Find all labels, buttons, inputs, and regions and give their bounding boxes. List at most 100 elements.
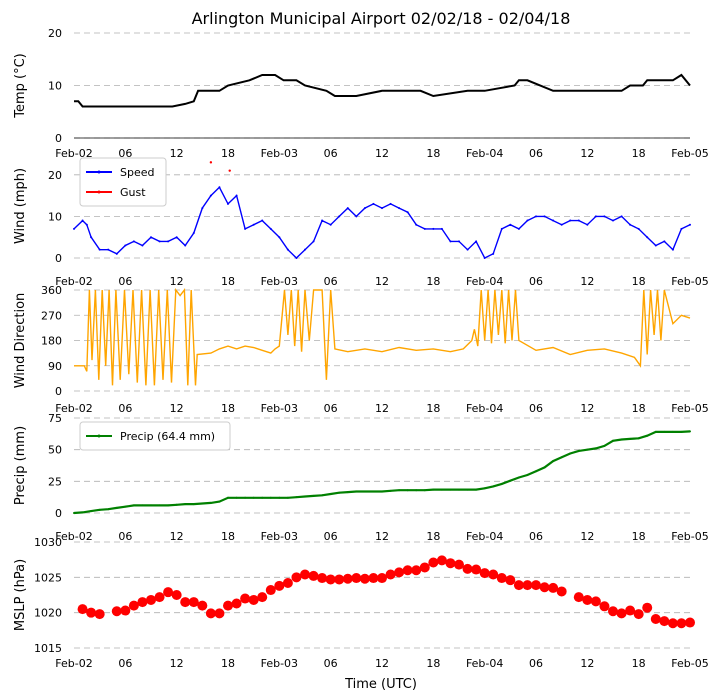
wind-point	[192, 232, 195, 235]
mslp-xtick-label: Feb-02	[55, 657, 92, 670]
wind-point	[175, 236, 178, 239]
precip-point	[175, 503, 178, 506]
wind-point	[603, 215, 606, 218]
precip-point	[329, 493, 332, 495]
precip-point	[492, 485, 495, 488]
precip-xtick-label: 06	[324, 530, 338, 543]
wind-xtick-label: 12	[580, 275, 594, 288]
precip-point	[629, 437, 632, 440]
direction-xtick-label: 12	[375, 402, 389, 415]
mslp-ytick-label: 1020	[34, 607, 62, 620]
wind-point	[509, 223, 512, 226]
mslp-point	[573, 592, 584, 603]
mslp-point	[231, 598, 242, 609]
mslp-point	[377, 573, 387, 584]
precip-point	[269, 496, 272, 499]
mslp-point	[325, 574, 336, 585]
wind-legend-marker	[97, 190, 101, 194]
direction-xtick-label: 18	[632, 402, 646, 415]
precip-point	[509, 479, 512, 482]
precip-point	[440, 488, 443, 491]
wind-point	[586, 223, 589, 226]
wind-point	[569, 219, 572, 222]
mslp-y-axis-label: MSLP (hPa)	[13, 559, 28, 631]
precip-point	[107, 508, 110, 511]
precip-ytick-label: 0	[55, 507, 62, 520]
mslp-point	[214, 608, 225, 619]
direction-xtick-label: Feb-04	[466, 402, 503, 415]
wind-xtick-label: 06	[324, 275, 338, 288]
precip-point	[372, 490, 375, 493]
precip-xtick-label: Feb-02	[55, 530, 92, 543]
mslp-point	[240, 593, 251, 604]
wind-point	[329, 223, 332, 226]
precip-point	[132, 504, 135, 507]
precip-point	[115, 506, 118, 509]
direction-ytick-label: 270	[41, 309, 62, 322]
wind-point	[423, 227, 426, 230]
wind-point	[458, 240, 460, 243]
mslp-point	[394, 567, 405, 578]
direction-xtick-label: 12	[580, 402, 594, 415]
mslp-point	[342, 573, 353, 584]
mslp-point	[248, 594, 259, 605]
precip-point	[423, 489, 426, 492]
mslp-point	[488, 569, 499, 580]
precip-point	[81, 511, 84, 514]
mslp-point	[642, 602, 653, 613]
wind-xtick-label: Feb-03	[261, 275, 298, 288]
wind-point	[415, 223, 418, 226]
precip-point	[355, 490, 358, 493]
direction-xtick-label: Feb-02	[55, 402, 92, 415]
wind-point	[269, 227, 272, 230]
mslp-point	[223, 600, 233, 611]
precip-xtick-label: 18	[221, 530, 235, 543]
mslp-point	[496, 573, 507, 584]
direction-ytick-label: 90	[48, 360, 62, 373]
mslp-point	[650, 614, 661, 625]
temp-xtick-label: 06	[118, 147, 132, 160]
precip-point	[637, 437, 640, 440]
wind-point	[295, 257, 298, 259]
mslp-point	[659, 616, 670, 627]
precip-point	[569, 452, 572, 455]
precip-point	[552, 460, 555, 463]
mslp-point	[146, 594, 156, 605]
mslp-point	[368, 573, 379, 584]
wind-point	[124, 244, 127, 247]
temp-xtick-label: Feb-04	[466, 147, 503, 160]
wind-point	[680, 227, 683, 230]
mslp-xtick-label: 06	[324, 657, 338, 670]
direction-xtick-label: Feb-03	[261, 402, 298, 415]
wind-point	[475, 240, 478, 243]
wind-xtick-label: 12	[375, 275, 389, 288]
wind-point	[338, 215, 341, 218]
wind-point	[449, 240, 452, 243]
temp-ytick-label: 20	[48, 27, 62, 40]
mslp-point	[590, 596, 601, 607]
temp-xtick-label: 06	[529, 147, 543, 160]
precip-point	[158, 504, 161, 507]
mslp-xtick-label: 18	[426, 657, 440, 670]
precip-point	[475, 488, 478, 491]
precip-point	[235, 496, 238, 499]
mslp-point	[471, 564, 482, 575]
wind-point	[132, 240, 135, 243]
wind-point	[355, 215, 358, 218]
precip-point	[98, 508, 101, 511]
precip-legend-marker	[97, 434, 101, 438]
wind-point	[363, 207, 366, 210]
x-axis-label: Time (UTC)	[344, 677, 417, 692]
wind-point	[278, 236, 281, 239]
mslp-point	[454, 559, 464, 570]
precip-point	[406, 489, 409, 492]
wind-xtick-label: 06	[529, 275, 543, 288]
mslp-point	[274, 580, 285, 591]
panel-wind: 0 10 20 Feb-02 06 12 18 Feb-03 06 12 18 Feb-04 06 12 1…	[13, 157, 709, 288]
mslp-point	[197, 600, 208, 611]
wind-point	[646, 236, 649, 239]
mslp-point	[625, 605, 636, 616]
wind-point	[620, 215, 623, 218]
precip-xtick-label: Feb-03	[261, 530, 298, 543]
wind-point	[321, 219, 324, 222]
